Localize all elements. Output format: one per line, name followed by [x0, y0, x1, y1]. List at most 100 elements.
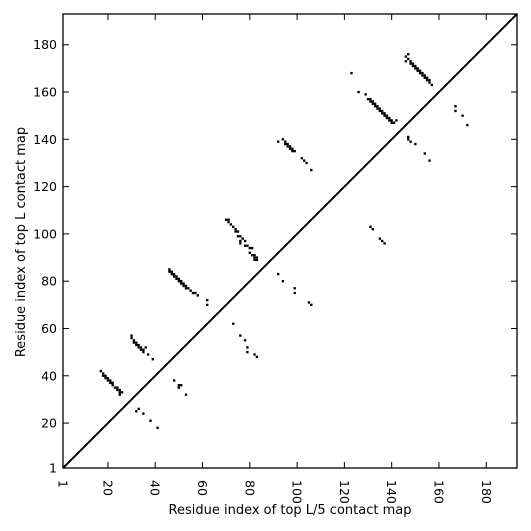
x-tick-label: 60: [195, 480, 210, 496]
contact-point: [113, 386, 117, 389]
contact-point: [184, 284, 188, 288]
contact-point: [189, 289, 192, 292]
contact-point: [253, 353, 256, 356]
contact-point: [109, 379, 112, 382]
contact-point: [407, 53, 410, 56]
axis-ticks: [62, 14, 517, 469]
contact-point: [383, 114, 386, 117]
contact-point: [369, 225, 372, 228]
contact-point: [388, 116, 391, 120]
contact-point: [194, 291, 197, 295]
contact-point: [409, 140, 412, 143]
contact-point: [104, 374, 107, 377]
contact-point: [104, 376, 107, 380]
contact-point: [177, 386, 181, 389]
contact-point: [239, 334, 242, 337]
contact-point: [109, 381, 112, 385]
contact-point: [390, 119, 393, 122]
contact-point: [310, 168, 313, 172]
contact-point: [99, 369, 103, 373]
contact-point: [373, 102, 377, 106]
contact-point: [407, 135, 410, 139]
contact-point: [241, 237, 244, 240]
contact-point: [168, 270, 171, 273]
contact-point: [236, 230, 240, 233]
y-tick-label: 1: [49, 461, 57, 476]
contact-point: [180, 280, 183, 283]
contact-point: [116, 388, 119, 392]
y-tick-label: 40: [41, 368, 57, 383]
x-tick-label: 80: [242, 480, 257, 496]
contact-point: [118, 393, 121, 396]
contact-point: [411, 64, 415, 68]
contact-point: [248, 246, 251, 250]
contact-point: [243, 244, 247, 247]
contact-point: [168, 268, 171, 271]
contact-point: [383, 242, 386, 245]
contact-point: [111, 384, 114, 387]
contact-point: [255, 355, 259, 359]
contact-point: [383, 112, 386, 115]
contact-point: [120, 391, 124, 394]
contact-point: [227, 220, 230, 224]
contact-point: [102, 374, 105, 377]
contact-point: [246, 350, 249, 354]
contact-point: [146, 353, 150, 356]
contact-point: [253, 258, 256, 262]
contact-point: [357, 90, 360, 94]
x-tick-label: 40: [148, 480, 163, 496]
contact-point: [139, 348, 143, 351]
contact-point: [373, 105, 377, 108]
contact-point: [206, 303, 209, 307]
contact-point: [390, 121, 393, 124]
x-tick-label: 160: [431, 480, 446, 504]
contact-point: [381, 239, 384, 243]
plot-frame: [62, 13, 518, 469]
contact-point: [418, 71, 422, 75]
y-axis-title: Residue index of top L contact map: [14, 127, 29, 357]
contact-point: [466, 123, 469, 127]
contact-point: [180, 282, 183, 285]
contact-point: [106, 376, 110, 380]
y-tick-label: 160: [33, 85, 57, 100]
contact-point: [246, 346, 249, 349]
contact-point: [381, 109, 384, 113]
contact-point: [184, 393, 188, 396]
contact-point: [196, 294, 199, 297]
contact-point: [388, 119, 391, 122]
contact-point: [284, 140, 287, 143]
y-tick-label: 60: [41, 321, 57, 336]
contact-point: [409, 62, 412, 65]
contact-points: [99, 53, 469, 429]
contact-point: [425, 76, 429, 80]
contact-point: [135, 341, 138, 344]
contact-point: [250, 254, 254, 257]
y-tick-label: 180: [33, 37, 57, 52]
contact-point: [423, 76, 426, 80]
contact-point: [106, 379, 110, 382]
contact-point: [137, 343, 140, 347]
contact-point: [286, 145, 289, 148]
x-tick-label: 20: [100, 480, 115, 496]
contact-point: [407, 57, 410, 61]
contact-point: [172, 275, 176, 278]
contact-point: [416, 67, 419, 70]
contact-point: [305, 161, 308, 165]
contact-point: [392, 121, 396, 124]
contact-point: [423, 152, 426, 155]
contact-point: [423, 74, 426, 77]
contact-point: [350, 71, 353, 75]
contact-point: [293, 291, 296, 295]
contact-point: [236, 235, 240, 238]
contact-point: [227, 218, 230, 221]
contact-point: [414, 142, 417, 146]
contact-point: [291, 147, 294, 150]
contact-point: [288, 147, 292, 150]
contact-point: [414, 67, 417, 70]
contact-point: [191, 291, 195, 295]
contact-point: [239, 235, 242, 238]
contact-point: [232, 225, 235, 228]
contact-point: [421, 74, 424, 77]
contact-point: [229, 223, 233, 226]
